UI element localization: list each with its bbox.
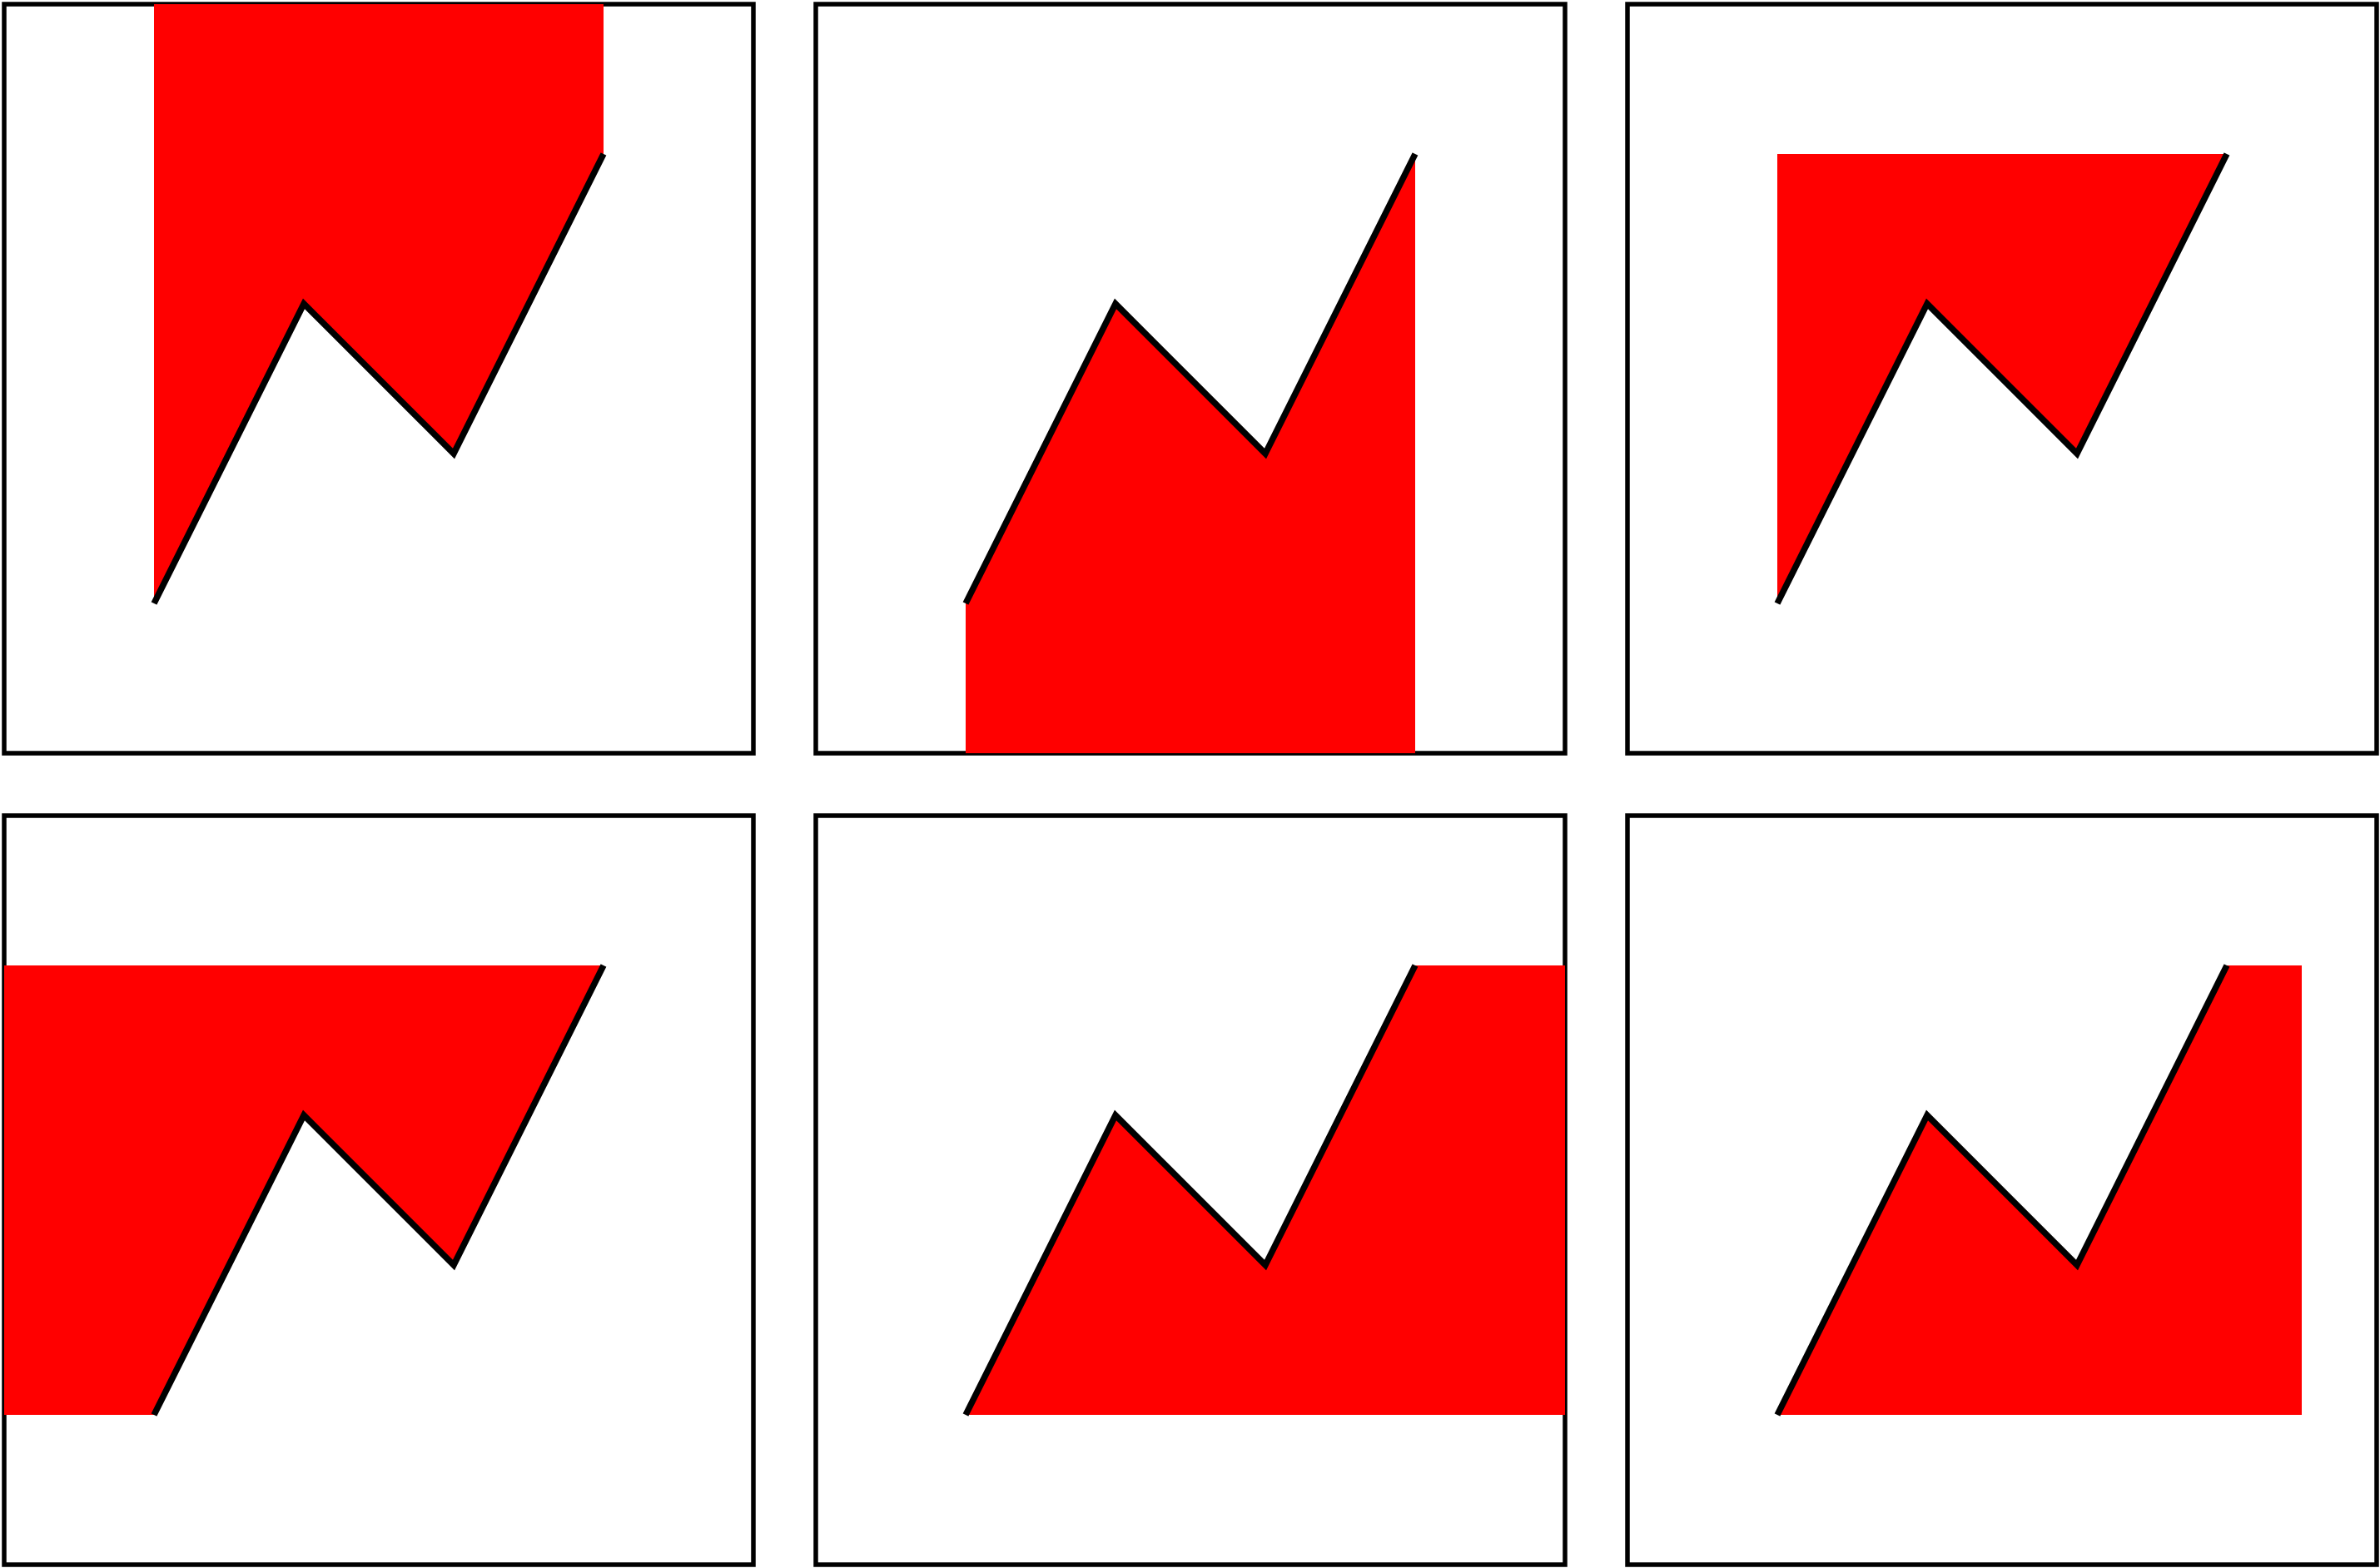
data-line: [1774, 152, 2230, 605]
data-line: [962, 152, 1419, 605]
panel-fill-to-right: [813, 813, 1568, 1567]
fill-region: [4, 965, 604, 1415]
panel-fill-to-x-value: [1625, 813, 2379, 1567]
panel-fill-to-left: [2, 813, 756, 1567]
data-line: [151, 964, 607, 1417]
fill-region: [966, 965, 1565, 1415]
fill-region: [154, 4, 604, 603]
fill-region: [966, 154, 1415, 753]
data-line: [1774, 964, 2230, 1417]
data-line: [962, 964, 1419, 1417]
data-line: [151, 152, 607, 605]
panel-fill-to-top: [2, 2, 756, 756]
panel-fill-to-data-max: [1625, 2, 2379, 756]
panel-fill-to-bottom: [813, 2, 1568, 756]
